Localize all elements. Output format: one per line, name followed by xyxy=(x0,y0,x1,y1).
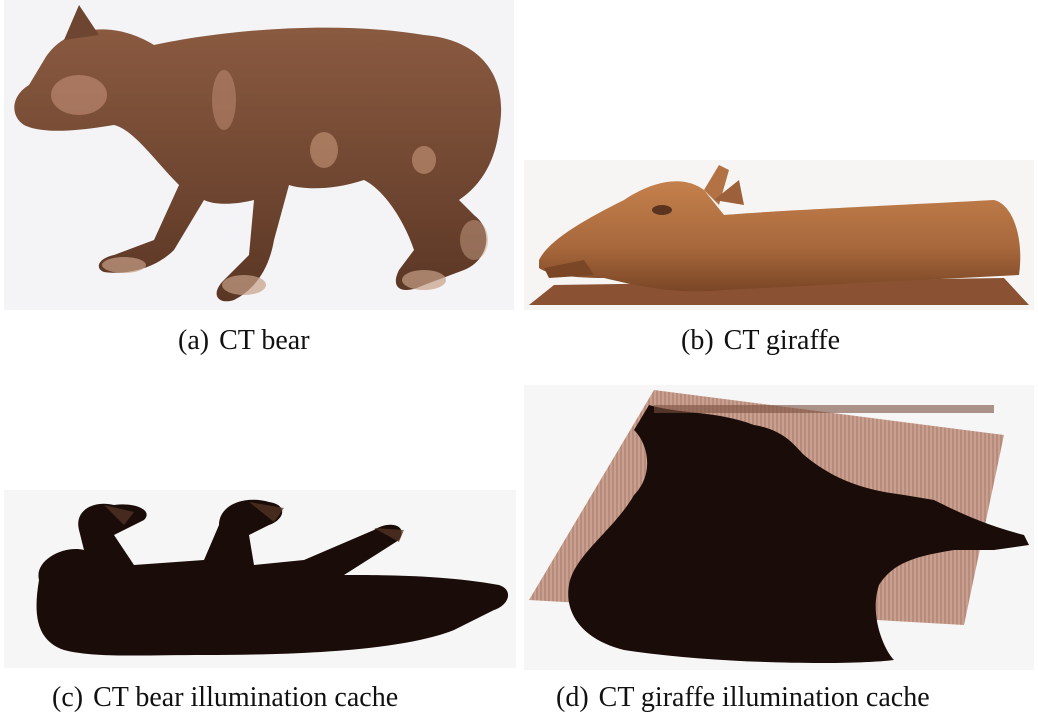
caption-c: (c) CT bear illumination cache xyxy=(52,682,398,714)
caption-d: (d) CT giraffe illumination cache xyxy=(556,682,930,714)
caption-d-label: (d) xyxy=(556,682,589,713)
panel-d-image xyxy=(524,385,1034,670)
panel-b-image xyxy=(524,160,1034,310)
caption-b-label: (b) xyxy=(681,325,714,356)
caption-d-text: CT giraffe illumination cache xyxy=(598,682,930,713)
caption-a-label: (a) xyxy=(178,325,210,356)
panel-a-image xyxy=(4,0,514,310)
caption-c-label: (c) xyxy=(52,682,84,713)
caption-a: (a) CT bear xyxy=(178,325,310,357)
caption-b-text: CT giraffe xyxy=(723,325,841,356)
panel-c-image xyxy=(4,490,516,668)
ct-bear-illumination-cache xyxy=(4,490,516,668)
ct-giraffe-illumination-cache xyxy=(524,385,1034,670)
caption-a-text: CT bear xyxy=(219,325,310,356)
caption-b: (b) CT giraffe xyxy=(681,325,840,357)
ct-giraffe-render xyxy=(524,160,1034,310)
ct-bear-render xyxy=(4,0,514,310)
caption-c-text: CT bear illumination cache xyxy=(93,682,399,713)
